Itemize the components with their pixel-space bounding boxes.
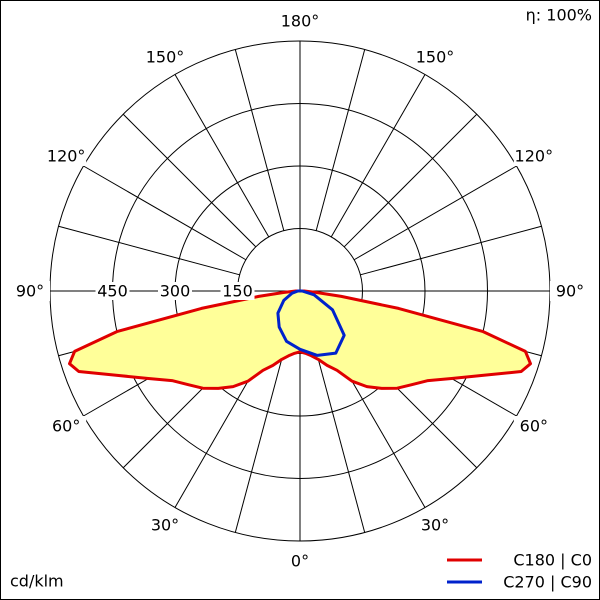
angle-label: 60° xyxy=(52,417,80,436)
angle-label-bg xyxy=(280,551,320,571)
angle-label: 90° xyxy=(556,282,584,301)
spoke xyxy=(83,165,247,261)
angle-label: 120° xyxy=(515,147,554,166)
efficiency-label: η: 100% xyxy=(526,6,592,25)
legend-label: C270 | C90 xyxy=(503,573,592,592)
unit-label: cd/klm xyxy=(10,572,64,591)
angle-label-bg xyxy=(145,47,185,68)
tick-label-bg xyxy=(95,282,130,300)
angle-label-bg xyxy=(415,47,455,68)
spoke xyxy=(330,74,426,238)
angle-label: 150° xyxy=(416,48,455,67)
angle-label: 30° xyxy=(151,515,179,534)
tick-label-bg xyxy=(158,282,192,300)
angle-label: 0° xyxy=(291,552,309,571)
r-tick-label: 300 xyxy=(160,282,191,301)
spoke xyxy=(58,225,240,276)
intensity-curve xyxy=(68,289,532,390)
angle-label: 120° xyxy=(47,147,86,166)
spoke xyxy=(315,351,366,533)
angle-label: 150° xyxy=(146,48,185,67)
curves xyxy=(68,289,532,390)
angle-label: 180° xyxy=(281,12,320,31)
spoke xyxy=(353,165,517,261)
angle-label-bg xyxy=(415,514,455,535)
angle-label: 30° xyxy=(421,515,449,534)
angle-label-bg xyxy=(280,11,320,31)
angle-label-bg xyxy=(550,281,590,301)
intensity-curve xyxy=(276,289,346,357)
angle-label-bg xyxy=(145,514,185,535)
angle-label-bg xyxy=(10,281,50,301)
angle-label-bg xyxy=(46,146,87,166)
legend-label: C180 | C0 xyxy=(513,551,592,570)
tick-label-bg xyxy=(220,282,255,300)
spoke xyxy=(234,49,285,231)
r-tick-label: 150 xyxy=(222,282,253,301)
spoke xyxy=(234,351,285,533)
r-tick-label: 450 xyxy=(97,282,128,301)
angle-label-bg xyxy=(513,146,554,166)
spoke xyxy=(315,49,366,231)
labels: C180 | C0 C270 | C90 150 300 450 0° 30° 30° 60° 6… xyxy=(10,11,592,592)
angle-label-bg xyxy=(46,416,87,436)
spoke xyxy=(360,225,542,276)
spoke xyxy=(343,113,478,248)
spoke xyxy=(122,113,257,248)
spoke xyxy=(174,74,270,238)
angle-label: 60° xyxy=(520,417,548,436)
angle-label-bg xyxy=(513,416,554,436)
angle-label: 90° xyxy=(16,282,44,301)
